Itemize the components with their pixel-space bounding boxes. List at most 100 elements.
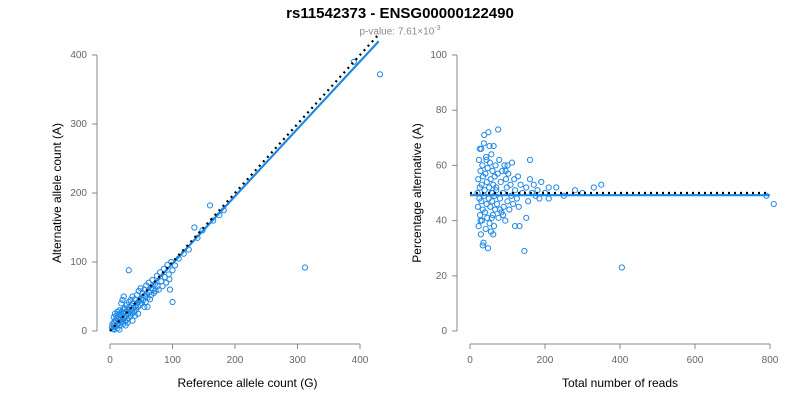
- data-point: [206, 202, 214, 209]
- data-point: [517, 181, 524, 188]
- x-tick-label: 400: [352, 355, 369, 366]
- data-point: [495, 126, 502, 133]
- data-point: [125, 267, 132, 274]
- data-point: [493, 200, 501, 208]
- data-point: [485, 129, 492, 136]
- data-point: [376, 71, 384, 78]
- data-point: [618, 264, 625, 271]
- data-point: [496, 195, 504, 202]
- data-point: [545, 184, 552, 191]
- data-point: [516, 223, 523, 230]
- data-point: [490, 223, 498, 230]
- reference-line: [109, 33, 380, 332]
- x-tick-label: 200: [227, 355, 244, 366]
- data-point: [481, 131, 488, 139]
- data-point: [489, 198, 496, 205]
- data-point: [477, 211, 484, 219]
- x-tick-label: 300: [289, 355, 306, 366]
- data-point: [124, 319, 131, 326]
- data-point: [485, 195, 492, 202]
- y-tick-label: 0: [441, 326, 447, 337]
- y-tick-label: 0: [81, 326, 87, 337]
- data-point: [513, 195, 520, 202]
- data-point: [530, 181, 537, 188]
- data-point: [475, 156, 483, 163]
- data-point: [514, 173, 522, 180]
- data-point: [504, 198, 511, 205]
- data-point: [481, 187, 488, 194]
- data-point: [144, 303, 151, 310]
- pvalue-exponent: -3: [434, 25, 441, 32]
- data-point: [482, 225, 489, 232]
- y-tick-label: 60: [436, 160, 448, 171]
- data-point: [486, 220, 493, 227]
- chart-title: rs11542373 - ENSG00000122490: [286, 5, 514, 22]
- x-tick-label: 200: [537, 355, 554, 366]
- data-point: [477, 217, 484, 224]
- data-point: [487, 176, 494, 183]
- data-point: [499, 211, 507, 219]
- data-point: [507, 181, 514, 188]
- data-point: [499, 167, 506, 175]
- data-point: [166, 276, 173, 283]
- x-tick-label: 100: [164, 355, 181, 366]
- data-point: [487, 203, 494, 210]
- data-point: [526, 156, 534, 163]
- data-point: [350, 58, 357, 66]
- data-point: [493, 184, 500, 191]
- data-point: [478, 181, 485, 188]
- data-point: [119, 296, 126, 304]
- data-point: [191, 224, 198, 231]
- data-point: [523, 184, 530, 191]
- data-point: [490, 231, 497, 238]
- y-tick-label: 400: [70, 50, 87, 61]
- x-tick-label: 0: [107, 355, 113, 366]
- data-point: [502, 167, 509, 175]
- data-point: [494, 170, 501, 177]
- data-point: [502, 176, 510, 183]
- data-point: [129, 317, 136, 324]
- chart-subtitle-pvalue: p-value: 7.61×10-3: [0, 25, 800, 37]
- data-point: [510, 200, 517, 208]
- data-point: [163, 279, 170, 286]
- data-point: [210, 217, 217, 224]
- y-tick-label: 100: [430, 50, 447, 61]
- data-point: [495, 214, 502, 221]
- data-point: [490, 142, 497, 150]
- data-point: [526, 176, 534, 183]
- data-point: [135, 310, 142, 317]
- data-point: [523, 214, 530, 221]
- x-axis-title: Reference allele count (G): [177, 376, 317, 390]
- y-tick-label: 100: [70, 257, 87, 268]
- data-point: [481, 209, 489, 216]
- data-point: [483, 154, 490, 161]
- data-point: [496, 206, 504, 213]
- data-point: [553, 184, 560, 191]
- data-point: [521, 247, 528, 255]
- data-point: [497, 178, 504, 186]
- data-point: [508, 159, 516, 166]
- y-tick-label: 80: [436, 105, 448, 116]
- data-point: [120, 293, 127, 300]
- data-point: [116, 326, 123, 333]
- data-point: [479, 242, 486, 249]
- data-point: [506, 206, 513, 213]
- data-point: [118, 300, 125, 307]
- data-point: [489, 211, 496, 219]
- data-point: [598, 181, 605, 188]
- y-tick-label: 40: [436, 216, 448, 227]
- fit-line: [109, 40, 380, 332]
- data-point: [479, 162, 486, 169]
- data-point: [153, 272, 160, 279]
- data-point: [480, 239, 487, 246]
- data-point: [501, 162, 508, 169]
- data-point: [146, 296, 154, 303]
- data-point: [488, 151, 495, 158]
- data-point: [159, 283, 166, 290]
- data-point: [478, 198, 485, 205]
- data-point: [155, 286, 162, 293]
- y-axis-title: Percentage alternative (A): [410, 123, 424, 262]
- data-point: [475, 223, 482, 230]
- data-point: [301, 264, 309, 271]
